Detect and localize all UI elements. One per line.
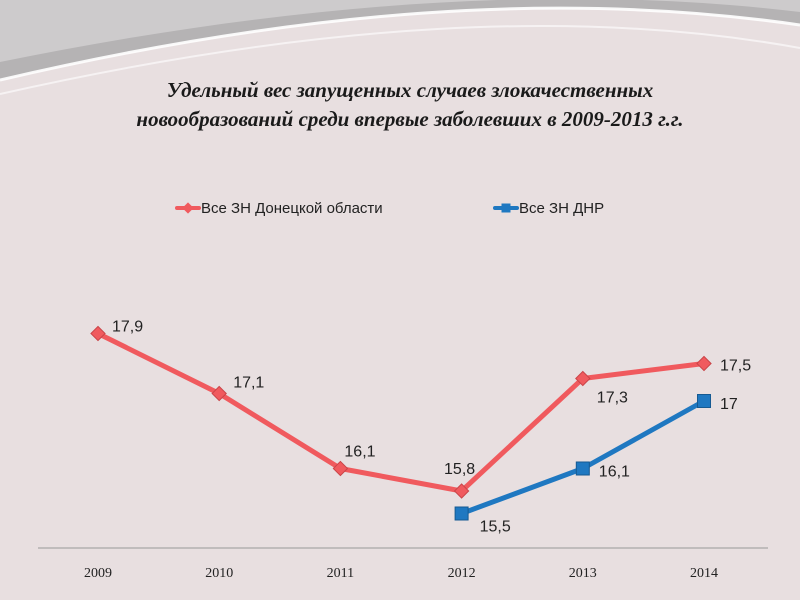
chart-title: Удельный вес запущенных случаев злокачес… xyxy=(0,76,800,134)
data-label: 17,9 xyxy=(112,319,143,336)
data-label: 17,5 xyxy=(720,358,751,375)
data-label: 17,3 xyxy=(597,390,628,407)
data-point-marker xyxy=(696,355,712,372)
data-point-marker xyxy=(332,460,349,477)
data-point-marker xyxy=(454,506,469,521)
x-tick-label: 2011 xyxy=(327,566,354,581)
legend-swatch-marker xyxy=(182,202,194,214)
data-point-marker xyxy=(211,385,227,402)
data-point-marker xyxy=(697,394,711,408)
legend-label: Все ЗН ДНР xyxy=(519,200,604,217)
data-label: 15,8 xyxy=(444,461,475,478)
legend-label: Все ЗН Донецкой области xyxy=(201,200,383,217)
data-label: 17 xyxy=(720,396,738,413)
data-point-marker xyxy=(90,325,106,342)
data-label: 16,1 xyxy=(344,444,375,461)
series-line xyxy=(95,331,707,494)
x-tick-label: 2009 xyxy=(84,566,112,581)
data-label: 16,1 xyxy=(599,464,630,481)
x-tick-label: 2012 xyxy=(448,566,476,581)
x-tick-label: 2013 xyxy=(569,566,597,581)
chart-title-line-1: Удельный вес запущенных случаев злокачес… xyxy=(166,78,654,102)
data-point-marker xyxy=(575,461,590,476)
x-tick-label: 2014 xyxy=(690,566,718,581)
data-label: 15,5 xyxy=(480,519,511,536)
data-point-marker xyxy=(575,370,591,387)
data-point-marker xyxy=(453,483,470,499)
x-tick-label: 2010 xyxy=(205,566,233,581)
chart-title-line-2: новообразований среди впервые заболевших… xyxy=(136,107,684,131)
data-label: 17,1 xyxy=(233,375,264,392)
legend-swatch-marker xyxy=(501,203,511,213)
